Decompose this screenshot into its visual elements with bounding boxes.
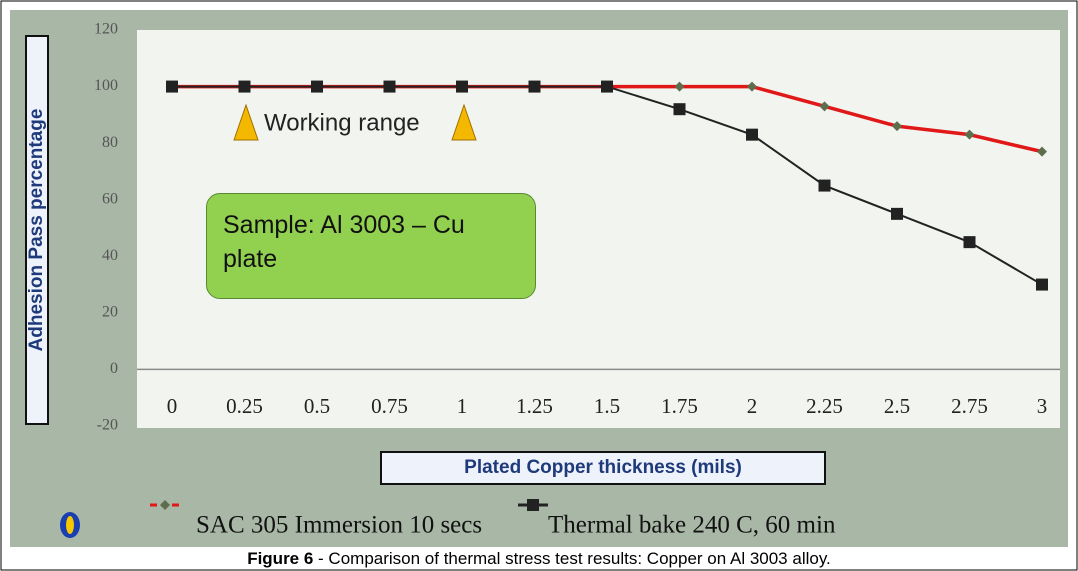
x-tick-label: 1.75 [661,394,698,418]
y-tick-label: 20 [102,304,118,321]
x-tick-label: 2 [747,394,758,418]
marker [601,80,613,93]
marker [674,81,685,92]
legend-marker [160,500,170,510]
annotation-box: Sample: Al 3003 – Cu plate [206,193,536,299]
legend-label: SAC 305 Immersion 10 secs [196,512,482,539]
y-tick-label: 40 [102,247,118,264]
caption-label: Figure 6 [247,549,314,568]
x-tick-label: 2.5 [884,394,910,418]
x-tick-label: 0.75 [371,394,408,418]
x-tick-label: 1.25 [516,394,553,418]
marker [891,207,903,220]
marker [673,103,686,116]
y-tick-label: 120 [94,21,118,38]
y-tick-label: 80 [102,134,118,151]
y-tick-label: 100 [94,77,118,94]
range-marker [233,103,259,141]
x-tick-label: 2.25 [806,394,843,418]
x-tick-label: 0 [167,394,178,418]
x-tick-label: 1 [457,394,468,418]
marker [747,81,757,92]
x-tick-label: 0.25 [226,394,263,418]
legend-marker [527,499,539,511]
marker [964,129,975,140]
marker [818,179,831,192]
marker [166,80,178,93]
marker [819,101,830,112]
logo [66,516,74,534]
y-label-frame [25,35,49,425]
x-tick-label: 0.5 [304,394,330,418]
x-tick-label: 2.75 [951,394,988,418]
marker [456,80,468,93]
marker [963,236,976,249]
caption: Figure 6 - Comparison of thermal stress … [0,549,1078,569]
marker [238,80,251,93]
marker [1037,146,1047,157]
caption-text: - Comparison of thermal stress test resu… [313,549,831,568]
y-axis-label: Adhesion Pass percentage [26,109,47,352]
x-tick-label: 1.5 [594,394,620,418]
range-marker [451,103,477,141]
marker [892,121,902,132]
y-label-box: Adhesion Pass percentage [25,35,49,425]
x-axis-label: Plated Copper thickness (mils) [464,457,742,478]
y-tick-label: 0 [110,360,118,377]
y-tick-label: -20 [97,417,118,434]
marker [746,128,758,141]
x-label-frame [380,451,826,485]
annotation: Working range [264,109,420,136]
marker [383,80,396,93]
marker [1036,278,1048,291]
legend-label: Thermal bake 240 C, 60 min [548,512,836,539]
y-tick-label: 60 [102,190,118,207]
x-tick-label: 3 [1037,394,1048,418]
marker [311,80,323,93]
marker [528,80,541,93]
